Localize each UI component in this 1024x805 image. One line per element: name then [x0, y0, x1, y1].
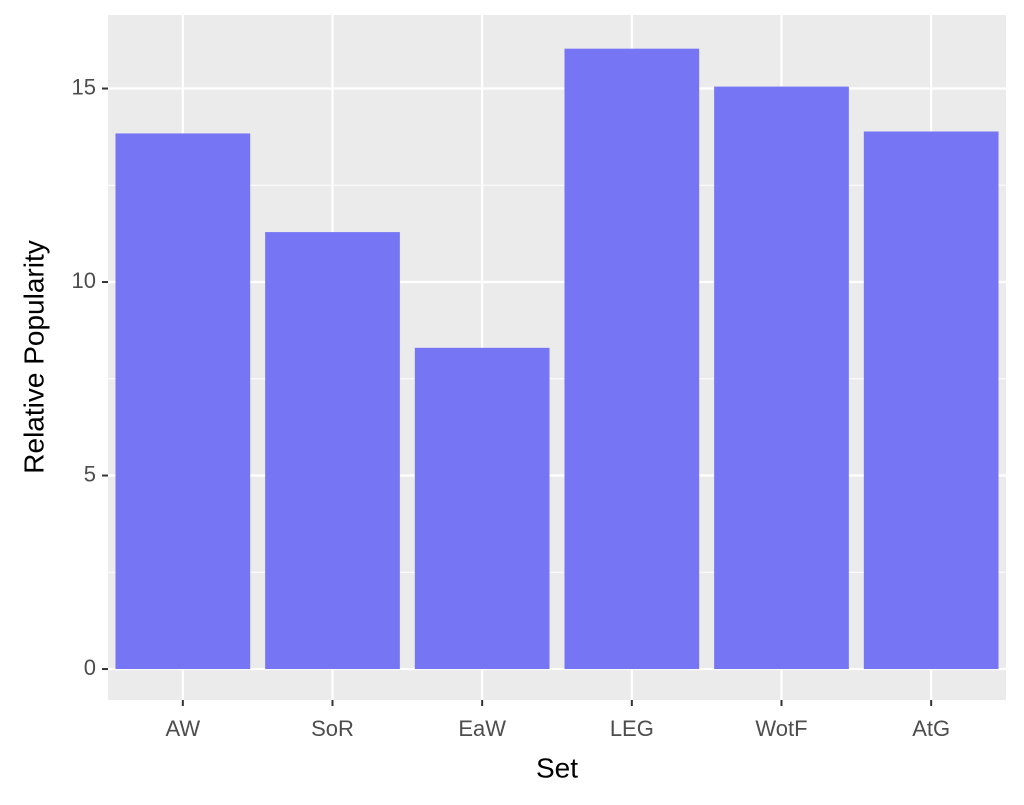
- y-axis-title: Relative Popularity: [18, 240, 49, 473]
- x-tick-label: SoR: [311, 716, 354, 741]
- y-tick-label: 15: [72, 74, 96, 99]
- bar: [714, 86, 849, 670]
- x-tick-label: WotF: [755, 716, 807, 741]
- y-tick-label: 5: [84, 461, 96, 486]
- bar: [564, 48, 700, 670]
- x-tick-label: AW: [166, 716, 201, 741]
- y-tick-label: 0: [84, 655, 96, 680]
- x-tick-label: EaW: [458, 716, 506, 741]
- panel: [108, 15, 1006, 700]
- x-tick-label: AtG: [912, 716, 950, 741]
- x-axis-title: Set: [536, 752, 578, 783]
- bar: [863, 131, 999, 670]
- y-tick-label: 10: [72, 268, 96, 293]
- bar: [414, 347, 550, 670]
- bar: [265, 232, 400, 670]
- bar: [115, 133, 251, 670]
- x-tick-label: LEG: [610, 716, 654, 741]
